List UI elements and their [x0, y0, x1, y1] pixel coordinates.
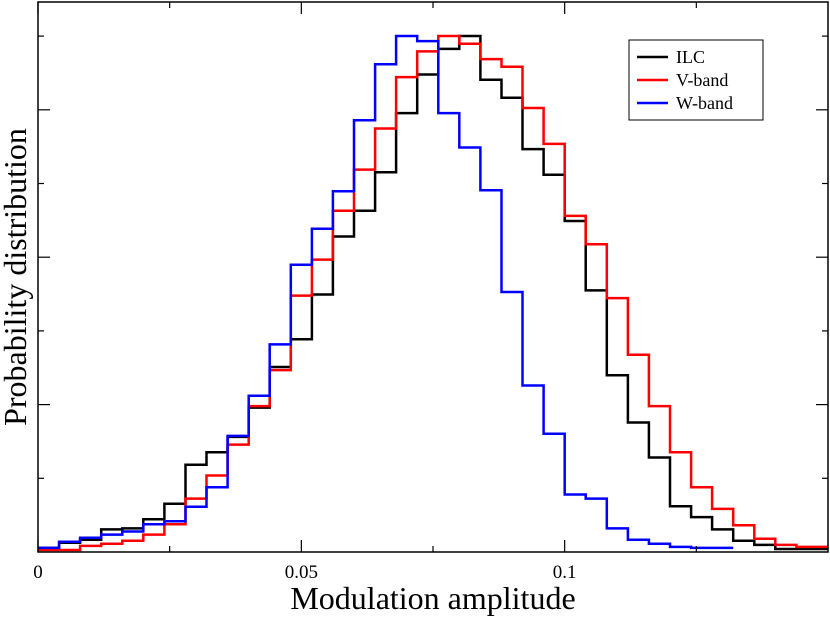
legend-label-ilc: ILC	[676, 47, 705, 67]
tick-label-layer: 0 0.05 0.1	[33, 562, 576, 583]
x-tick-label: 0.1	[553, 562, 577, 583]
x-tick-label: 0	[33, 562, 43, 583]
legend-label-w-band: W-band	[676, 93, 733, 113]
tick-layer	[37, 2, 828, 552]
x-tick-label: 0.05	[285, 562, 318, 583]
y-axis-title: Probability distribution	[0, 128, 33, 426]
legend-label-v-band: V-band	[676, 70, 728, 90]
series-line-w-band	[38, 34, 734, 550]
series-layer	[38, 34, 828, 552]
x-axis-title: Modulation amplitude	[290, 580, 575, 616]
series-line-ilc	[38, 34, 828, 551]
legend: ILC V-band W-band	[628, 39, 764, 121]
